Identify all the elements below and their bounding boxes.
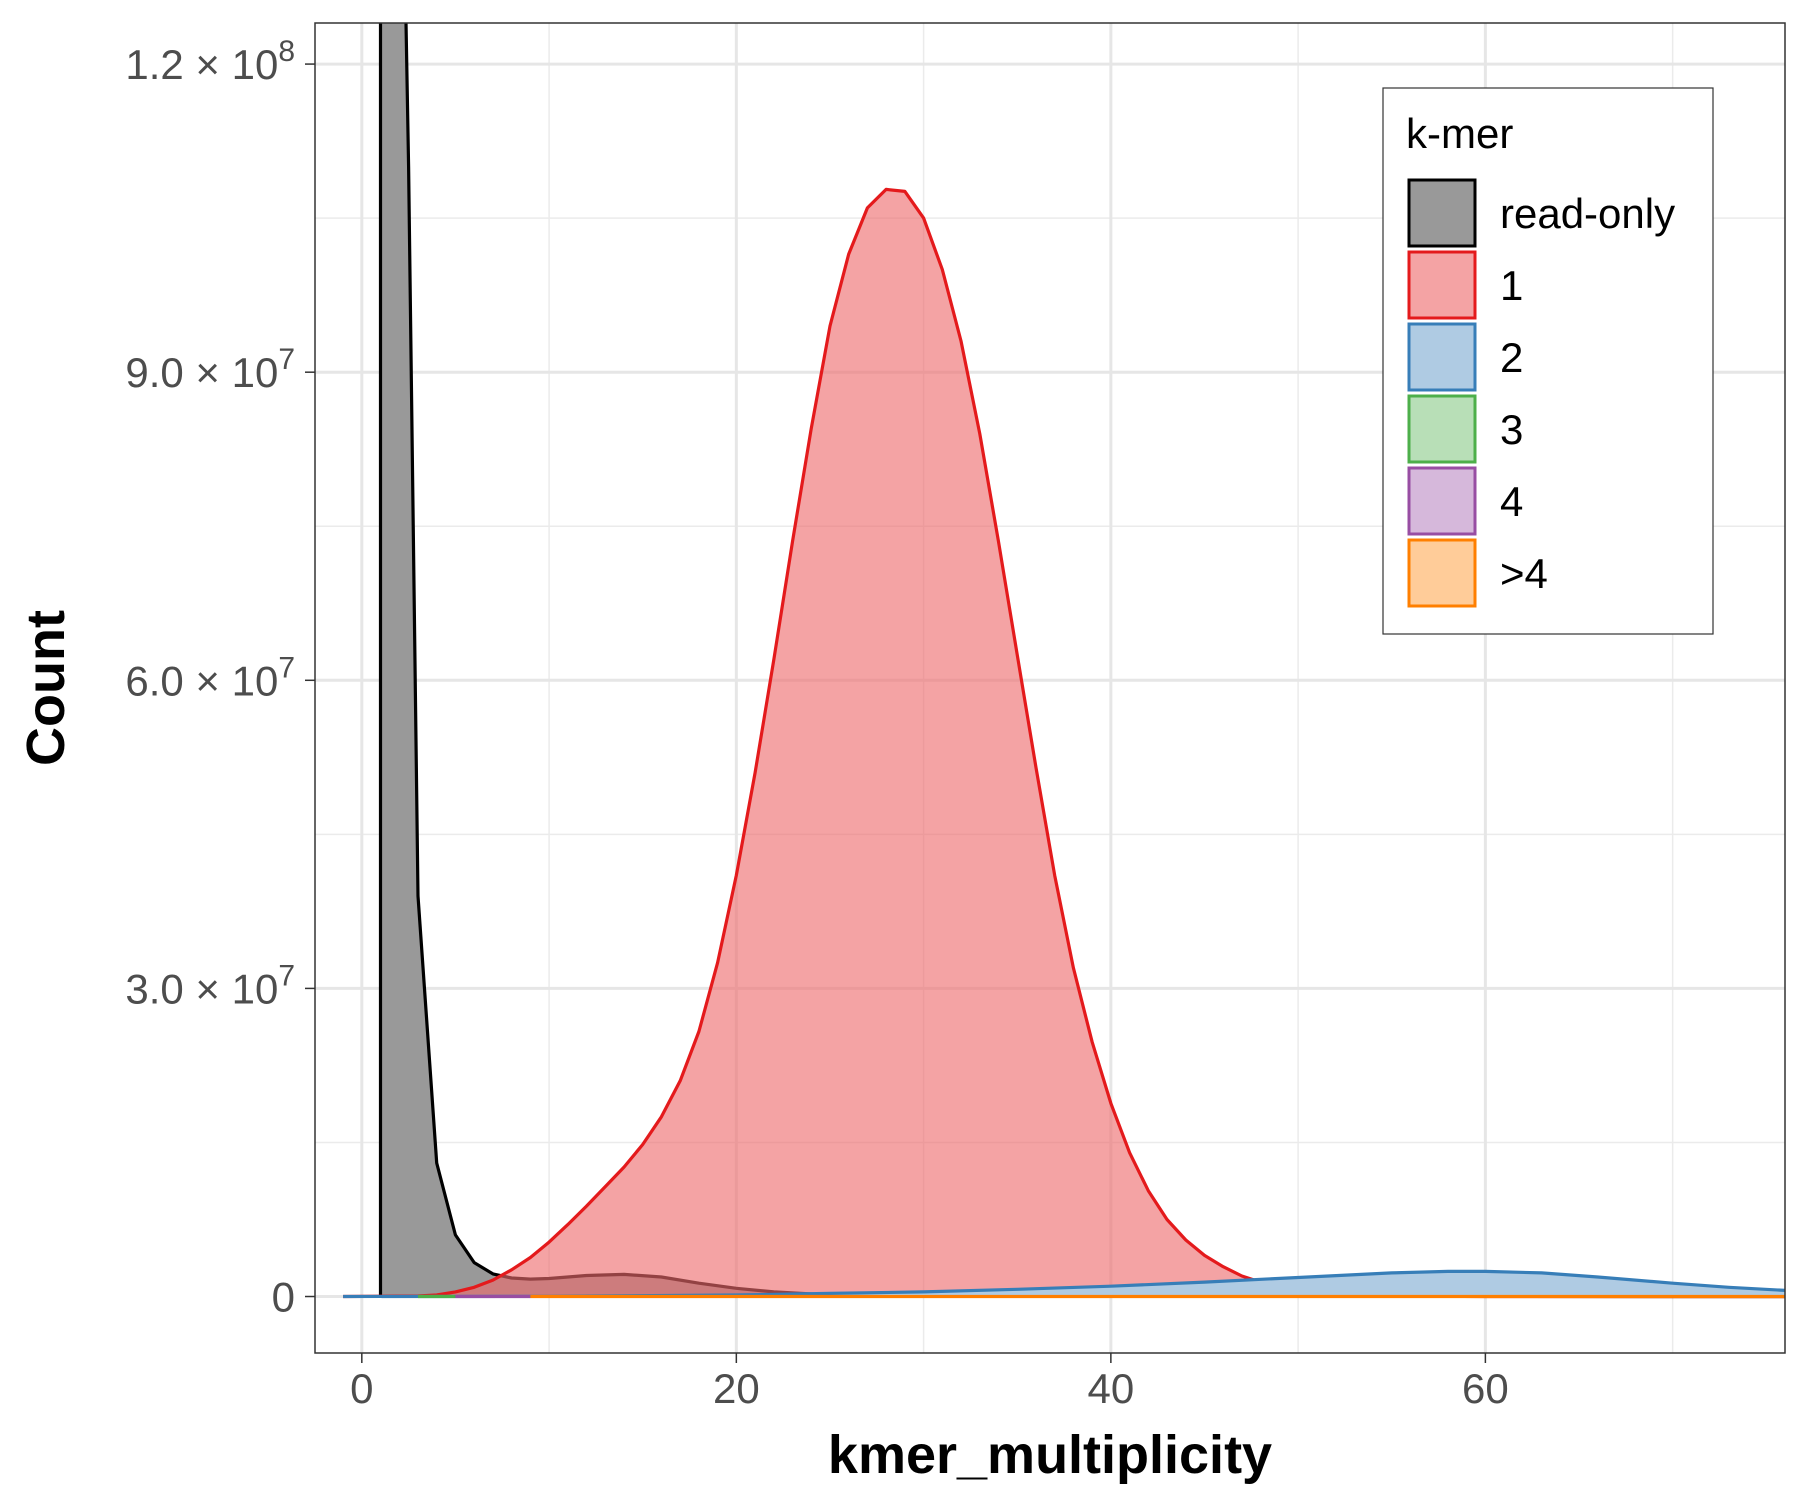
panel-border bbox=[314, 22, 1786, 1354]
legend-key-4 bbox=[1407, 538, 1477, 608]
legend-key-4 bbox=[1407, 466, 1477, 536]
legend-label-1: 1 bbox=[1500, 262, 1523, 309]
y-tick-label: 1.2 × 108 bbox=[125, 35, 295, 88]
series-line-1 bbox=[343, 187, 1785, 1299]
y-tick-label: 3.0 × 107 bbox=[125, 959, 295, 1012]
legend-label-3: 3 bbox=[1500, 406, 1523, 453]
x-tick-label: 0 bbox=[350, 1365, 373, 1412]
legend-label-read-only: read-only bbox=[1500, 190, 1675, 237]
x-tick-label: 60 bbox=[1462, 1365, 1509, 1412]
legend-label-4: >4 bbox=[1500, 550, 1548, 597]
legend-key-1 bbox=[1407, 250, 1477, 320]
x-axis: 0 20 40 60 bbox=[350, 1353, 1509, 1412]
x-tick-label: 20 bbox=[713, 1365, 760, 1412]
legend-key-3 bbox=[1407, 394, 1477, 464]
legend-label-4: 4 bbox=[1500, 478, 1523, 525]
legend-label-2: 2 bbox=[1500, 334, 1523, 381]
x-axis-title: kmer_multiplicity bbox=[828, 1425, 1272, 1485]
series-area-2 bbox=[343, 1271, 1785, 1297]
y-tick-label: 6.0 × 107 bbox=[125, 651, 295, 704]
y-axis-title: Count bbox=[16, 610, 76, 766]
legend-key-read-only bbox=[1407, 178, 1477, 248]
y-tick-label: 0 bbox=[272, 1274, 295, 1321]
legend-key-2 bbox=[1407, 322, 1477, 392]
series-line-2 bbox=[343, 1269, 1785, 1299]
x-tick-label: 40 bbox=[1088, 1365, 1135, 1412]
legend-title: k-mer bbox=[1406, 110, 1513, 157]
legend-entries: read-only 1 2 3 4 >4 bbox=[1407, 178, 1675, 608]
series-layer bbox=[343, 23, 1785, 1299]
legend: k-mer read-only 1 2 3 4 >4 bbox=[1382, 87, 1714, 635]
y-axis: 0 3.0 × 107 6.0 × 107 9.0 × 107 1.2 × 108 bbox=[125, 35, 315, 1321]
y-tick-label: 9.0 × 107 bbox=[125, 343, 295, 396]
